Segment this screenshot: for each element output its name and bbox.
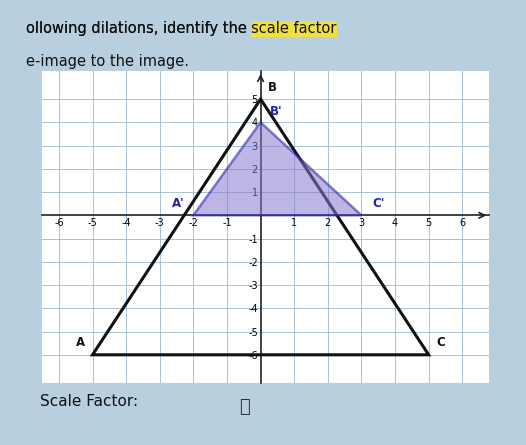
Text: Scale Factor:: Scale Factor: [40, 394, 138, 409]
Text: B': B' [269, 105, 282, 117]
Text: ⤢: ⤢ [239, 398, 249, 416]
Text: e-image to the image.: e-image to the image. [26, 54, 189, 69]
Text: ollowing dilations, identify the: ollowing dilations, identify the [26, 21, 251, 36]
Text: C': C' [372, 197, 385, 210]
Text: ollowing dilations, identify the: ollowing dilations, identify the [26, 21, 251, 36]
Text: A': A' [172, 197, 185, 210]
Text: A: A [76, 336, 85, 349]
Text: scale factor: scale factor [251, 21, 337, 36]
Text: B: B [268, 81, 277, 94]
Text: C: C [436, 336, 445, 349]
Polygon shape [194, 122, 361, 215]
